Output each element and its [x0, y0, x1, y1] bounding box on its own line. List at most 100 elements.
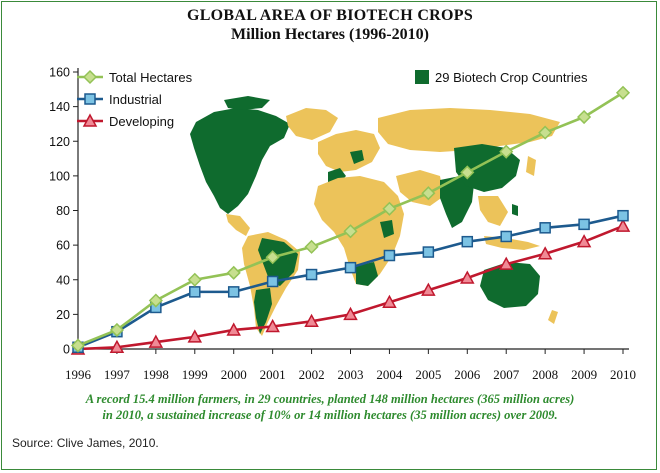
data-point-industrial — [305, 268, 318, 281]
data-point-industrial — [500, 230, 512, 243]
y-tick-label: 140 — [49, 100, 70, 114]
legend-label-total-hectares: Total Hectares — [109, 70, 193, 85]
x-tick-label: 1996 — [65, 367, 92, 382]
data-point-total-hectares — [265, 250, 280, 265]
x-tick-label: 2007 — [493, 367, 520, 382]
data-point-industrial — [539, 222, 551, 234]
map-legend-label: 29 Biotech Crop Countries — [435, 70, 588, 85]
map-indonesia — [484, 236, 540, 250]
x-tick-label: 2002 — [299, 367, 325, 382]
map-legend: 29 Biotech Crop Countries — [415, 70, 588, 85]
data-point-developing — [421, 282, 436, 296]
data-point-total-hectares — [304, 239, 319, 254]
data-point-total-hectares — [382, 201, 397, 216]
data-point-total-hectares — [343, 224, 358, 239]
data-point-developing — [148, 334, 164, 348]
data-point-total-hectares — [421, 186, 436, 201]
data-point-developing — [498, 256, 514, 270]
legend-marker-industrial — [84, 93, 96, 105]
x-tick-label: 2005 — [415, 367, 441, 382]
data-point-developing — [109, 339, 125, 354]
data-point-total-hectares — [460, 165, 475, 180]
legend-marker-developing — [82, 113, 98, 127]
data-point-industrial — [227, 286, 240, 298]
x-tick-label: 1999 — [182, 367, 208, 382]
chart-subtitle: Million Hectares (1996-2010) — [231, 26, 429, 43]
x-tick-label: 2009 — [571, 367, 597, 382]
map-southeast-asia — [478, 196, 508, 226]
data-point-total-hectares — [577, 109, 592, 125]
data-point-industrial — [266, 275, 279, 288]
data-point-developing — [226, 322, 241, 336]
data-point-industrial — [461, 235, 474, 248]
map-argentina — [254, 288, 272, 334]
legend: Total Hectares Industrial Developing — [77, 69, 193, 129]
y-tick-label: 0 — [63, 343, 70, 357]
map-europe-countries — [328, 150, 364, 184]
map-russia — [378, 108, 560, 152]
data-point-industrial — [344, 261, 357, 274]
x-tick-label: 2008 — [532, 367, 558, 382]
data-point-total-hectares — [109, 322, 124, 338]
data-point-developing — [537, 246, 553, 260]
data-point-industrial — [617, 209, 629, 222]
map-legend-swatch — [415, 70, 429, 84]
y-tick-label: 160 — [49, 66, 70, 80]
data-point-industrial — [383, 249, 396, 262]
data-point-developing — [265, 318, 280, 333]
x-tick-label: 2004 — [376, 367, 403, 382]
map-greenland — [286, 108, 338, 140]
y-tick-label: 60 — [56, 239, 70, 253]
data-point-total-hectares — [70, 338, 86, 353]
map-central-america — [226, 214, 250, 236]
map-europe — [318, 130, 380, 172]
chart-title: GLOBAL AREA OF BIOTECH CROPS — [186, 7, 474, 24]
caption-line-1: A record 15.4 million farmers, in 29 cou… — [85, 392, 575, 406]
data-point-industrial — [422, 246, 435, 258]
map-china — [454, 144, 520, 192]
chart: 0 20 40 60 80 100 120 140 160 1996 1997 1998 1999 200… — [49, 66, 636, 383]
data-point-total-hectares — [187, 272, 202, 287]
map-south-africa — [356, 262, 378, 286]
map-north-america — [190, 108, 290, 214]
caption-line-2: in 2010, a sustained increase of 10% or … — [102, 408, 558, 422]
data-point-industrial — [578, 218, 590, 231]
legend-label-developing: Developing — [109, 114, 174, 129]
y-tick-label: 100 — [49, 169, 70, 183]
series-lines — [70, 85, 631, 355]
y-tick-label: 80 — [56, 204, 70, 218]
data-point-total-hectares — [226, 265, 241, 280]
x-tick-label: 2000 — [221, 367, 247, 382]
map-australia — [480, 262, 540, 308]
y-tick-label: 120 — [49, 135, 70, 149]
data-point-total-hectares — [499, 144, 514, 159]
data-point-developing — [187, 329, 203, 343]
map-new-zealand — [548, 310, 558, 324]
data-point-total-hectares — [538, 125, 553, 140]
map-japan — [526, 156, 536, 176]
y-tick-label: 40 — [56, 273, 70, 287]
source-note: Source: Clive James, 2010. — [12, 436, 159, 450]
x-tick-label: 2006 — [454, 367, 481, 382]
data-point-developing — [304, 313, 319, 328]
legend-label-industrial: Industrial — [109, 92, 162, 107]
x-tick-label: 2001 — [260, 367, 286, 382]
data-point-total-hectares — [148, 293, 163, 308]
x-tick-label: 1997 — [104, 367, 131, 382]
data-point-developing — [460, 270, 475, 284]
data-point-developing — [615, 218, 631, 232]
x-tick-label: 1998 — [143, 367, 169, 382]
data-point-industrial — [189, 286, 201, 298]
data-point-developing — [382, 294, 397, 309]
map-canada-north — [224, 96, 270, 110]
y-tick-label: 20 — [56, 308, 70, 322]
axes: 0 20 40 60 80 100 120 140 160 1996 1997 1998 1999 200… — [49, 66, 636, 383]
map-east-africa — [380, 220, 394, 238]
legend-marker-total-hectares — [82, 69, 98, 85]
x-tick-label: 2010 — [610, 367, 636, 382]
map-india-region — [440, 176, 474, 228]
map-middle-east — [396, 170, 444, 206]
data-point-developing — [343, 306, 358, 321]
data-point-total-hectares — [615, 85, 631, 100]
